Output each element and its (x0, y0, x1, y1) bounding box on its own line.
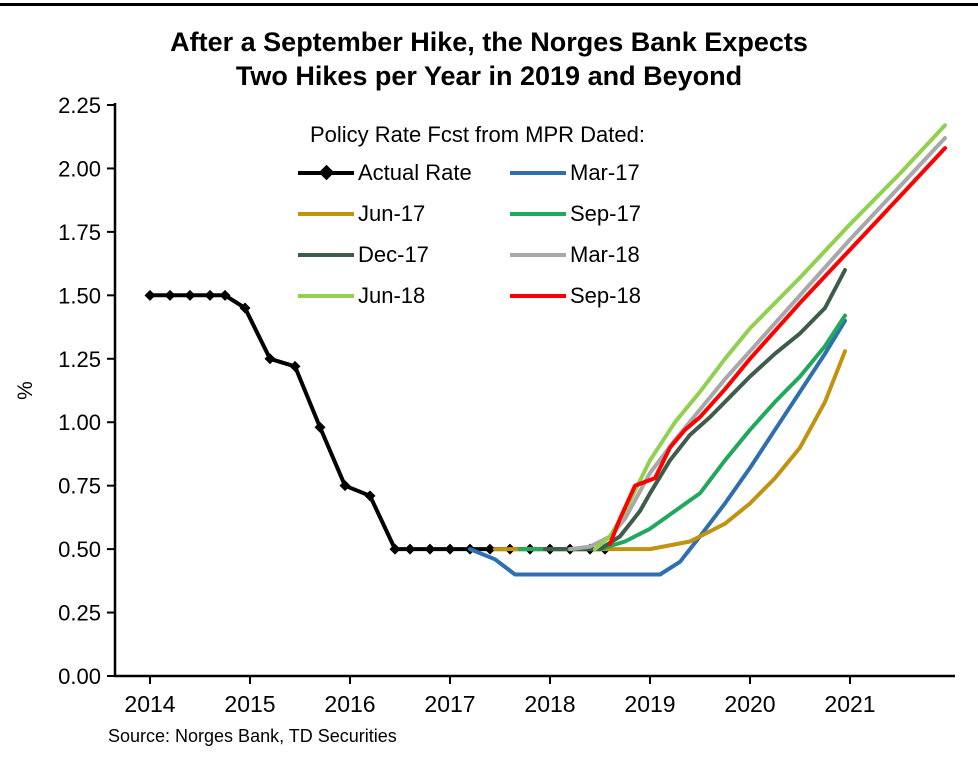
diamond-marker (339, 480, 351, 492)
diamond-marker (404, 543, 416, 555)
legend-item-actual-rate: Actual Rate (298, 160, 510, 186)
legend-label: Jun-18 (358, 283, 426, 308)
diamond-marker (444, 543, 456, 555)
diamond-marker (314, 421, 326, 433)
sep-17-line-swatch (510, 212, 566, 216)
series-line-actual-rate (148, 293, 607, 552)
legend-item-dec-17: Dec-17 (298, 242, 510, 268)
legend-item-jun-17: Jun-17 (298, 201, 510, 227)
y-tick-label: 1.25 (58, 347, 101, 372)
series-line-sep-17 (518, 313, 847, 552)
series-line-sep-18 (608, 146, 947, 546)
x-tick-label: 2016 (324, 691, 375, 717)
y-tick-label: 0.00 (58, 664, 101, 689)
source-attribution: Source: Norges Bank, TD Securities (108, 726, 397, 746)
legend-label: Actual Rate (358, 160, 472, 185)
legend-label: Sep-17 (570, 201, 641, 226)
diamond-marker (484, 543, 496, 555)
x-tick-label: 2018 (524, 691, 575, 717)
actual-rate-line-swatch (298, 164, 354, 181)
x-tick-label: 2020 (724, 691, 775, 717)
legend-item-mar-17: Mar-17 (510, 160, 645, 186)
legend-item-mar-18: Mar-18 (510, 242, 645, 268)
diamond-marker (424, 543, 436, 555)
y-tick-label: 1.00 (58, 410, 101, 435)
diamond-marker (264, 353, 276, 365)
series-line-dec-17 (543, 268, 847, 552)
diamond-marker (289, 360, 301, 372)
diamond-marker-icon (318, 164, 335, 181)
legend-item-jun-18: Jun-18 (298, 283, 510, 309)
legend-grid: Actual Rate Mar-17 Jun-17 Sep-17 Dec-17 … (298, 160, 645, 309)
x-tick-label: 2017 (424, 691, 475, 717)
chart-title-line2: Two Hikes per Year in 2019 and Beyond (235, 60, 743, 91)
mar-18-line-swatch (510, 253, 566, 257)
diamond-marker (219, 289, 231, 301)
x-tick-label: 2019 (624, 691, 675, 717)
jun-18-line-swatch (298, 294, 354, 298)
diamond-marker (239, 302, 251, 314)
legend-label: Jun-17 (358, 201, 426, 226)
diamond-marker (204, 289, 216, 301)
x-tick-label: 2014 (124, 691, 175, 717)
y-tick-label: 2.00 (58, 156, 101, 181)
diamond-marker (389, 543, 401, 555)
legend-label: Sep-18 (570, 283, 641, 308)
jun-17-line-swatch (298, 212, 354, 216)
sep-18-line-swatch (510, 294, 566, 298)
legend-label: Mar-17 (570, 160, 640, 185)
legend-title: Policy Rate Fcst from MPR Dated: (310, 122, 645, 147)
chart-title: After a September Hike, the Norges Bank … (0, 26, 978, 94)
legend-item-sep-17: Sep-17 (510, 201, 645, 227)
legend: Policy Rate Fcst from MPR Dated: Actual … (298, 122, 645, 309)
series-line-jun-17 (493, 349, 847, 552)
mar-17-line-swatch (510, 171, 566, 175)
diamond-marker (184, 289, 196, 301)
y-tick-label: 1.75 (58, 220, 101, 245)
y-tick-label: 0.25 (58, 601, 101, 626)
legend-label: Mar-18 (570, 242, 640, 267)
y-axis-label: % (14, 381, 37, 400)
y-tick-label: 0.75 (58, 474, 101, 499)
chart-title-line1: After a September Hike, the Norges Bank … (170, 27, 808, 57)
y-tick-label: 2.25 (58, 93, 101, 118)
top-rule (0, 3, 978, 6)
diamond-marker (364, 490, 376, 502)
diamond-marker (144, 289, 156, 301)
dec-17-line-swatch (298, 253, 354, 257)
x-tick-label: 2021 (824, 691, 875, 717)
x-tick-label: 2015 (224, 691, 275, 717)
legend-label: Dec-17 (358, 242, 429, 267)
y-tick-label: 1.50 (58, 283, 101, 308)
legend-item-sep-18: Sep-18 (510, 283, 645, 309)
diamond-marker (164, 289, 176, 301)
y-tick-label: 0.50 (58, 537, 101, 562)
